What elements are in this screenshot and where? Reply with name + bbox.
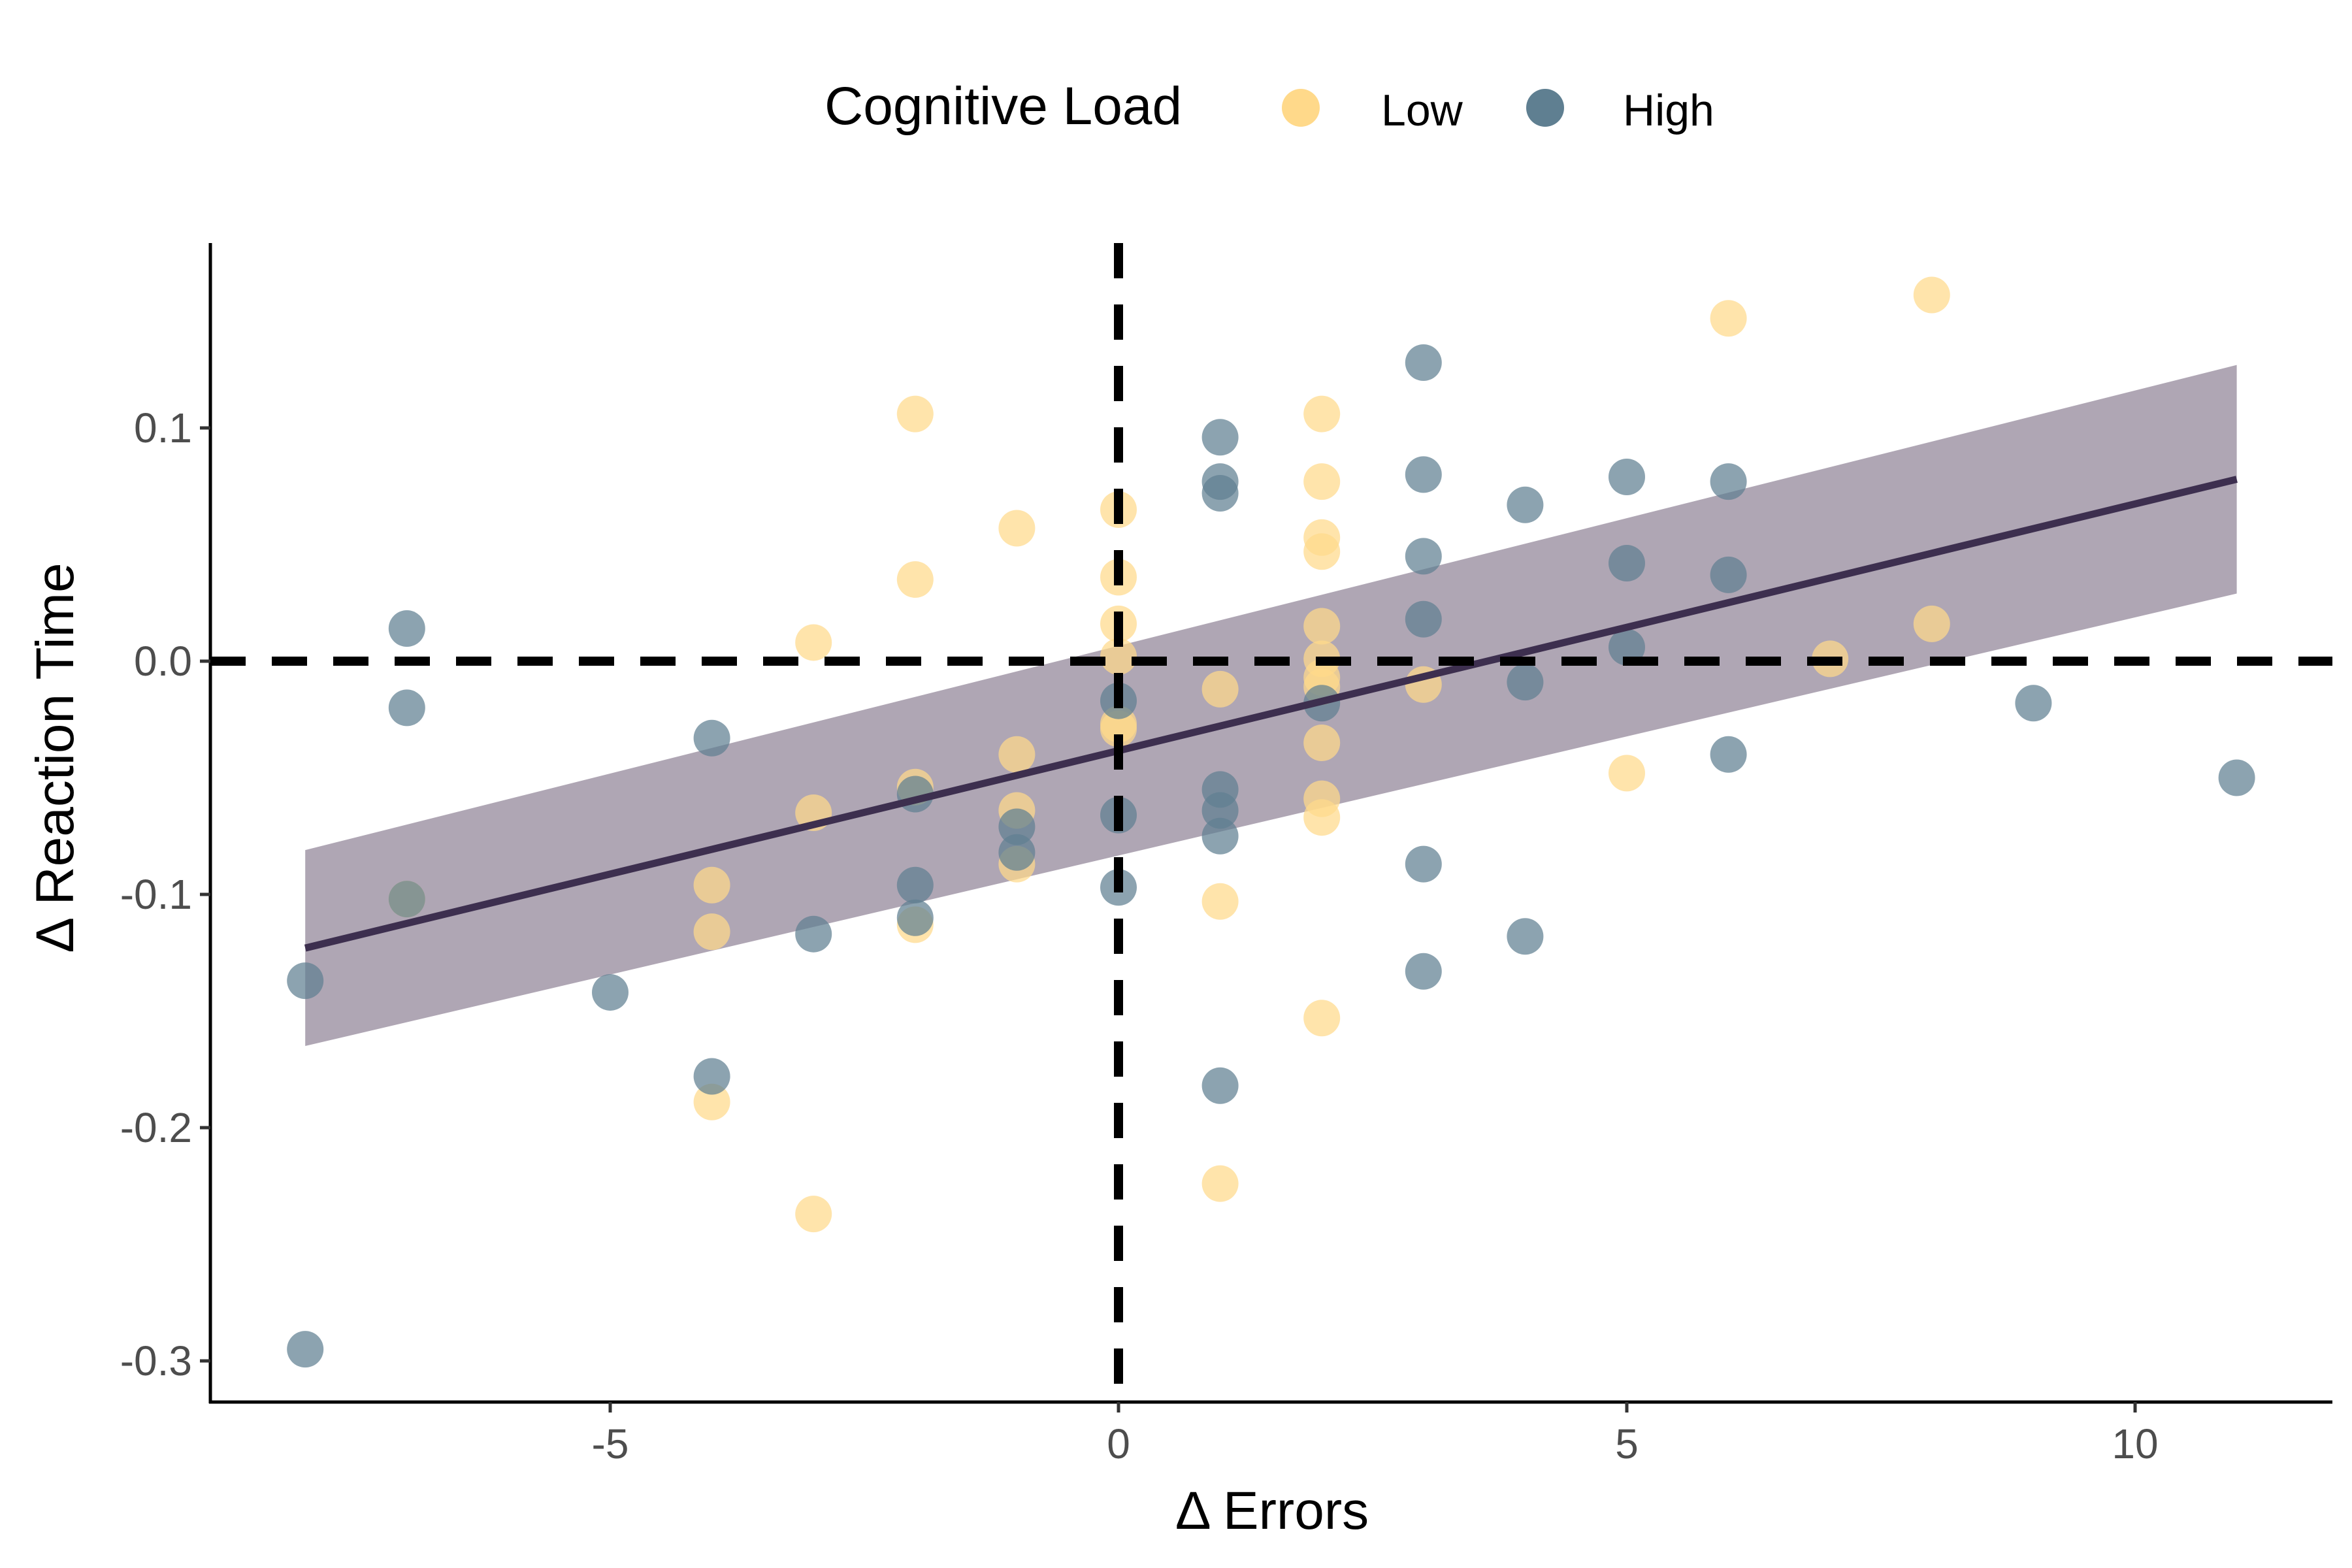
- point-high: [998, 808, 1036, 845]
- point-high: [2015, 685, 2052, 722]
- x-tick-label: 10: [2112, 1420, 2158, 1467]
- point-low: [693, 866, 730, 904]
- regression-line: [304, 476, 2238, 952]
- point-high: [1201, 1067, 1239, 1104]
- y-tick-label: -0.3: [120, 1337, 192, 1384]
- point-high: [795, 915, 832, 953]
- legend-key-high: [1526, 89, 1564, 127]
- point-high: [1201, 474, 1239, 512]
- fit-line-layer: [304, 476, 2238, 952]
- point-low: [1913, 276, 1950, 314]
- point-low: [896, 395, 934, 433]
- point-high: [1201, 792, 1239, 829]
- confidence-band: [305, 365, 2237, 1047]
- points-layer: [287, 276, 2255, 1368]
- legend-label-low: Low: [1381, 86, 1463, 135]
- point-high: [1507, 486, 1544, 523]
- point-low: [896, 561, 934, 598]
- y-tick-label: 0.1: [134, 404, 192, 451]
- point-low: [795, 1196, 832, 1233]
- legend-label-high: High: [1623, 86, 1714, 135]
- point-high: [1609, 629, 1645, 666]
- point-high: [388, 881, 425, 918]
- point-high: [1405, 953, 1442, 990]
- point-high: [592, 973, 629, 1011]
- point-high: [1201, 419, 1239, 456]
- point-high: [693, 1058, 730, 1095]
- legend-title: Cognitive Load: [825, 76, 1183, 136]
- confidence-band-layer: [305, 365, 2237, 1047]
- point-low: [1609, 755, 1645, 792]
- point-high: [2218, 759, 2255, 796]
- point-low: [1303, 463, 1341, 500]
- x-tick-label: 0: [1107, 1420, 1130, 1467]
- point-high: [1405, 538, 1442, 575]
- point-low: [1710, 300, 1747, 337]
- point-high: [998, 834, 1036, 871]
- point-high: [287, 962, 324, 1000]
- point-high: [1507, 918, 1544, 955]
- x-tick-label: 5: [1615, 1420, 1639, 1467]
- point-low: [1303, 608, 1341, 645]
- ticks-layer: -5 0 5 10 -0.3 -0.2 -0.1 0.0 0.1: [120, 404, 2159, 1467]
- point-high: [1405, 344, 1442, 382]
- point-low: [1201, 1165, 1239, 1202]
- point-high: [388, 610, 425, 647]
- point-low: [1201, 670, 1239, 708]
- point-high: [896, 899, 934, 936]
- point-high: [388, 689, 425, 727]
- x-tick-label: -5: [592, 1420, 629, 1467]
- point-low: [693, 913, 730, 951]
- point-high: [287, 1331, 324, 1368]
- point-high: [1710, 556, 1747, 593]
- point-high: [1507, 664, 1544, 701]
- point-high: [1609, 545, 1645, 582]
- legend-key-low: [1282, 89, 1320, 127]
- point-low: [1303, 799, 1341, 836]
- axes-layer: [208, 243, 2332, 1404]
- y-axis-title: Δ Reaction Time: [25, 563, 85, 953]
- point-low: [1303, 395, 1341, 433]
- point-high: [1405, 456, 1442, 493]
- y-tick-label: -0.2: [120, 1104, 192, 1151]
- point-low: [1303, 724, 1341, 761]
- point-low: [998, 736, 1036, 773]
- point-high: [1710, 463, 1747, 500]
- point-low: [1100, 638, 1137, 675]
- y-tick-label: 0.0: [134, 638, 192, 685]
- point-low: [795, 624, 832, 661]
- point-high: [1405, 845, 1442, 883]
- x-axis-title: Δ Errors: [1175, 1481, 1369, 1541]
- point-low: [1913, 605, 1950, 642]
- y-tick-label: -0.1: [120, 871, 192, 918]
- point-high: [1609, 458, 1645, 495]
- point-high: [896, 866, 934, 904]
- point-low: [693, 1083, 730, 1120]
- point-low: [1303, 1000, 1341, 1037]
- point-high: [693, 719, 730, 757]
- point-high: [1405, 600, 1442, 638]
- point-low: [1303, 533, 1341, 570]
- point-low: [1100, 710, 1137, 747]
- reference-lines-layer: [210, 243, 2332, 1402]
- point-low: [1201, 883, 1239, 920]
- point-high: [1201, 817, 1239, 855]
- point-high: [1710, 736, 1747, 773]
- point-low: [998, 510, 1036, 547]
